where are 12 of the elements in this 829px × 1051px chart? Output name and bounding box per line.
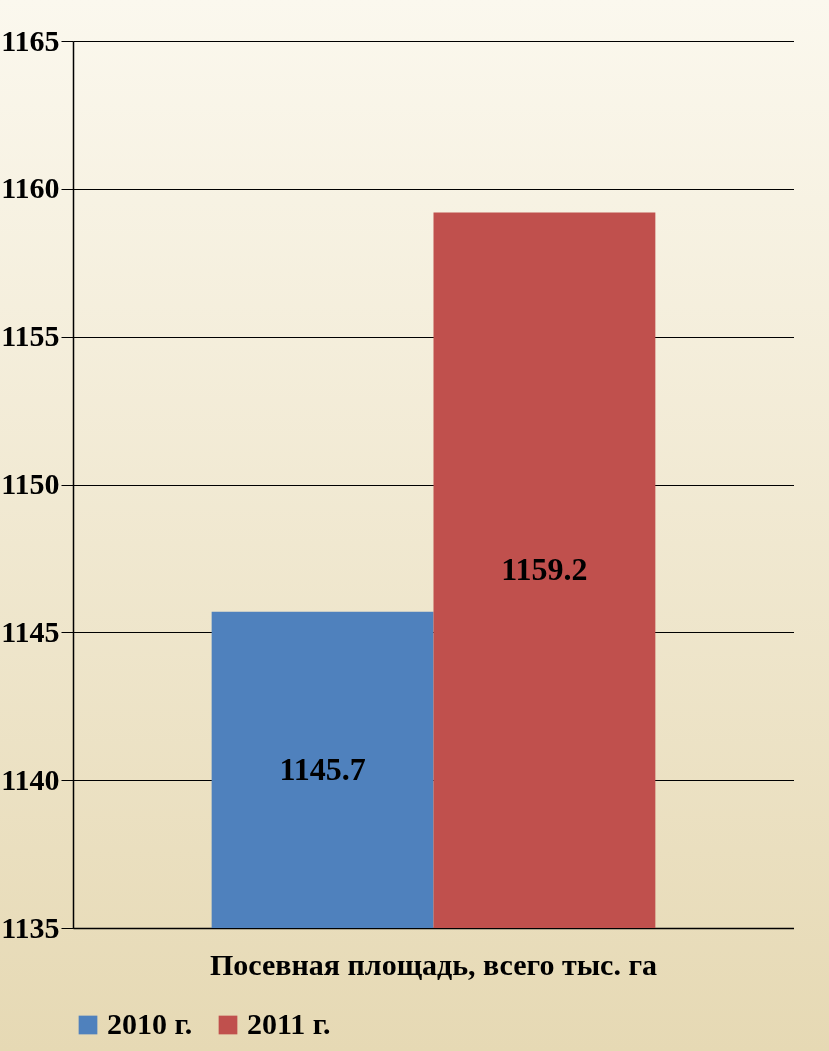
y-tick-label: 1145 bbox=[1, 614, 60, 648]
y-tick-label: 1155 bbox=[1, 319, 60, 353]
x-tick-label: Посевная площадь, всего тыс. га bbox=[209, 947, 658, 981]
data-label: 1159.2 bbox=[501, 551, 588, 588]
data-label: 1145.7 bbox=[279, 750, 366, 787]
y-tick-label: 1150 bbox=[1, 467, 60, 500]
y-tick-label: 1165 bbox=[1, 23, 60, 57]
legend-label: 2011 г. bbox=[247, 1007, 331, 1040]
y-tick-label: 1140 bbox=[1, 762, 60, 796]
y-tick-label: 1135 bbox=[1, 910, 60, 944]
y-tick-label: 1160 bbox=[1, 171, 60, 205]
legend-label: 2010 г. bbox=[107, 1007, 193, 1040]
